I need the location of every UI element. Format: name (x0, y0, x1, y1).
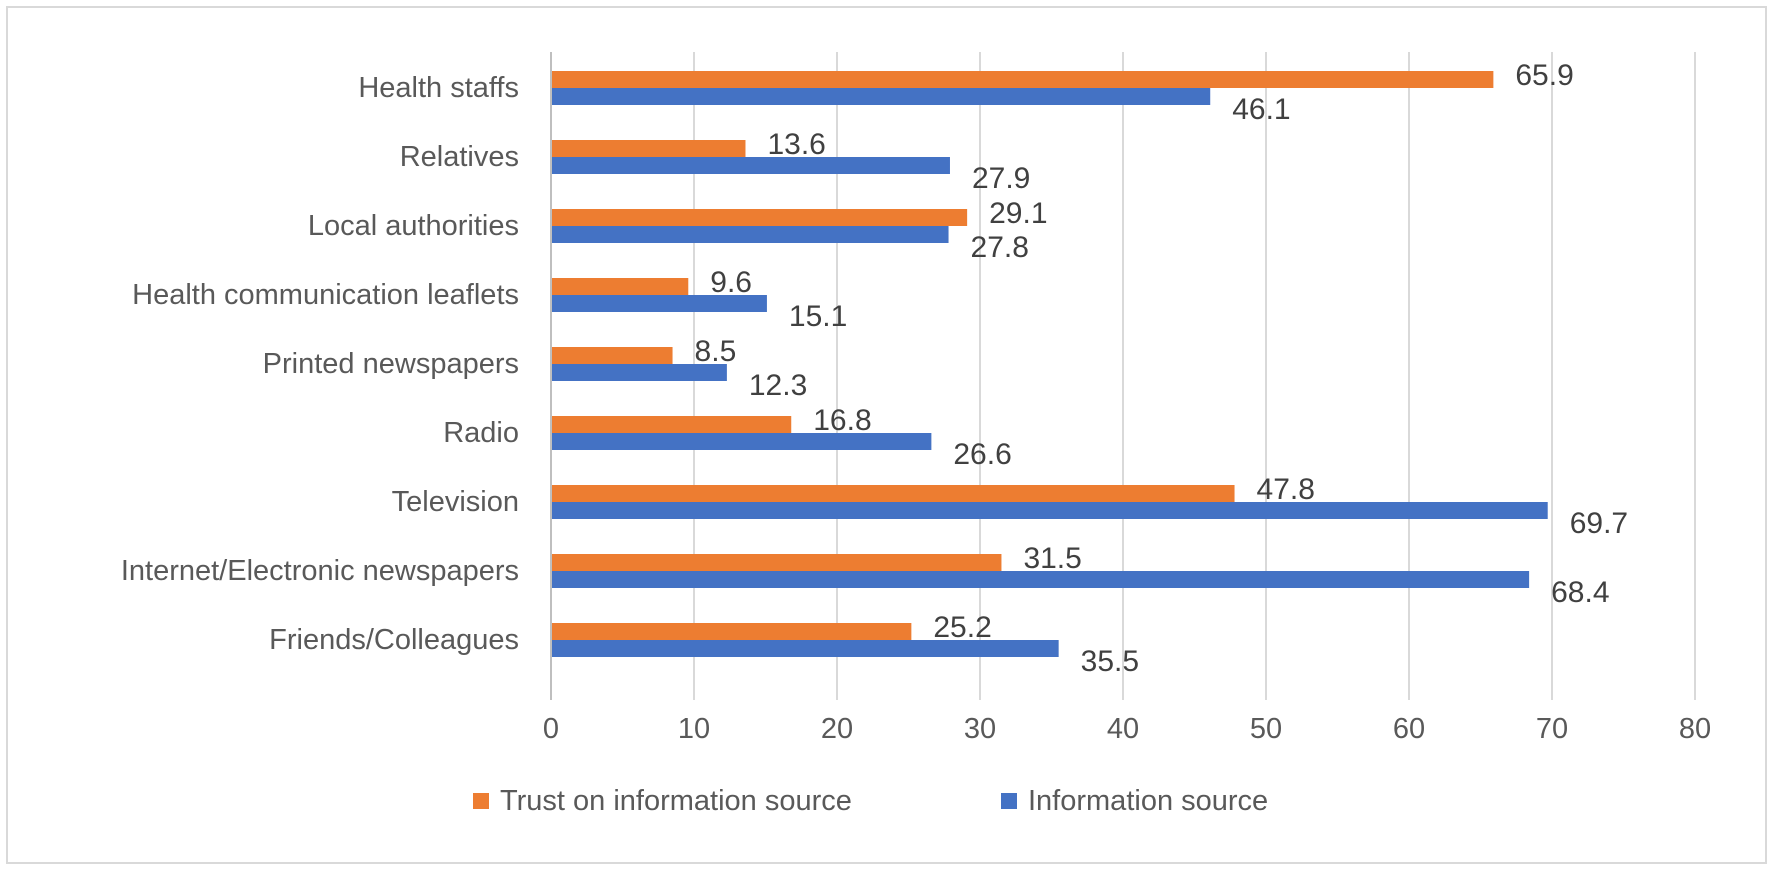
axes: 0 10 20 30 40 50 60 70 80 Health staffs Relatives L… (121, 52, 1711, 745)
data-label-information-source-radio: 26.6 (953, 438, 1011, 471)
category-label-internet-electronic-newspapers: Internet/Electronic newspapers (121, 555, 519, 587)
data-label-trust-on-information-source-health-communication-leaflets: 9.6 (710, 266, 752, 299)
data-label-information-source-internet-electronic-newspapers: 68.4 (1551, 576, 1609, 609)
bars (551, 71, 1548, 657)
data-label-information-source-television: 69.7 (1570, 507, 1628, 540)
bar-trust-on-information-source-health-staffs (551, 71, 1494, 88)
bar-information-source-printed-newspapers (551, 364, 727, 381)
data-label-trust-on-information-source-printed-newspapers: 8.5 (695, 335, 737, 368)
bar-trust-on-information-source-relatives (551, 140, 746, 157)
data-label-information-source-health-staffs: 46.1 (1232, 93, 1290, 126)
legend-label-trust-on-information-source: Trust on information source (500, 785, 852, 817)
legend-swatch-information-source (1001, 793, 1017, 809)
category-label-television: Television (392, 486, 519, 518)
category-label-radio: Radio (443, 417, 519, 449)
legend-swatch-trust-on-information-source (473, 793, 489, 809)
bar-trust-on-information-source-health-communication-leaflets (551, 278, 689, 295)
x-tick-label-30: 30 (964, 713, 996, 745)
category-label-health-communication-leaflets: Health communication leaflets (132, 279, 519, 311)
category-label-printed-newspapers: Printed newspapers (263, 348, 519, 380)
x-tick-label-0: 0 (543, 713, 559, 745)
bar-information-source-relatives (551, 157, 950, 174)
category-label-friends-colleagues: Friends/Colleagues (269, 624, 519, 656)
bar-trust-on-information-source-internet-electronic-newspapers (551, 554, 1002, 571)
data-label-information-source-health-communication-leaflets: 15.1 (789, 300, 847, 333)
bar-information-source-friends-colleagues (551, 640, 1059, 657)
data-label-trust-on-information-source-relatives: 13.6 (767, 128, 825, 161)
x-tick-label-70: 70 (1536, 713, 1568, 745)
data-label-trust-on-information-source-radio: 16.8 (813, 404, 871, 437)
category-label-local-authorities: Local authorities (308, 210, 519, 242)
bar-information-source-internet-electronic-newspapers (551, 571, 1530, 588)
legend-label-information-source: Information source (1028, 785, 1268, 817)
x-tick-label-10: 10 (678, 713, 710, 745)
bar-information-source-health-staffs (551, 88, 1211, 105)
data-label-information-source-relatives: 27.9 (972, 162, 1030, 195)
category-label-health-staffs: Health staffs (358, 72, 519, 104)
data-label-trust-on-information-source-television: 47.8 (1257, 473, 1315, 506)
data-label-trust-on-information-source-friends-colleagues: 25.2 (933, 611, 991, 644)
x-tick-label-50: 50 (1250, 713, 1282, 745)
category-label-relatives: Relatives (400, 141, 519, 173)
bar-information-source-radio (551, 433, 932, 450)
bar-trust-on-information-source-printed-newspapers (551, 347, 673, 364)
data-label-trust-on-information-source-health-staffs: 65.9 (1515, 59, 1573, 92)
bar-information-source-health-communication-leaflets (551, 295, 767, 312)
data-label-information-source-printed-newspapers: 12.3 (749, 369, 807, 402)
legend: Trust on information source Information s… (473, 785, 1268, 817)
bar-information-source-television (551, 502, 1548, 519)
x-tick-label-60: 60 (1393, 713, 1425, 745)
x-tick-label-80: 80 (1679, 713, 1711, 745)
bar-trust-on-information-source-radio (551, 416, 792, 433)
data-label-information-source-local-authorities: 27.8 (971, 231, 1029, 264)
data-label-trust-on-information-source-internet-electronic-newspapers: 31.5 (1023, 542, 1081, 575)
bar-trust-on-information-source-local-authorities (551, 209, 968, 226)
bar-trust-on-information-source-television (551, 485, 1235, 502)
bar-trust-on-information-source-friends-colleagues (551, 623, 912, 640)
x-tick-label-20: 20 (821, 713, 853, 745)
data-label-information-source-friends-colleagues: 35.5 (1081, 645, 1139, 678)
data-labels: 65.9 46.1 13.6 27.929.127.8 9.6 15.1 8.5 12.316… (695, 59, 1629, 678)
x-tick-label-40: 40 (1107, 713, 1139, 745)
bar-information-source-local-authorities (551, 226, 949, 243)
gridlines (693, 52, 1696, 700)
data-label-trust-on-information-source-local-authorities: 29.1 (989, 197, 1047, 230)
